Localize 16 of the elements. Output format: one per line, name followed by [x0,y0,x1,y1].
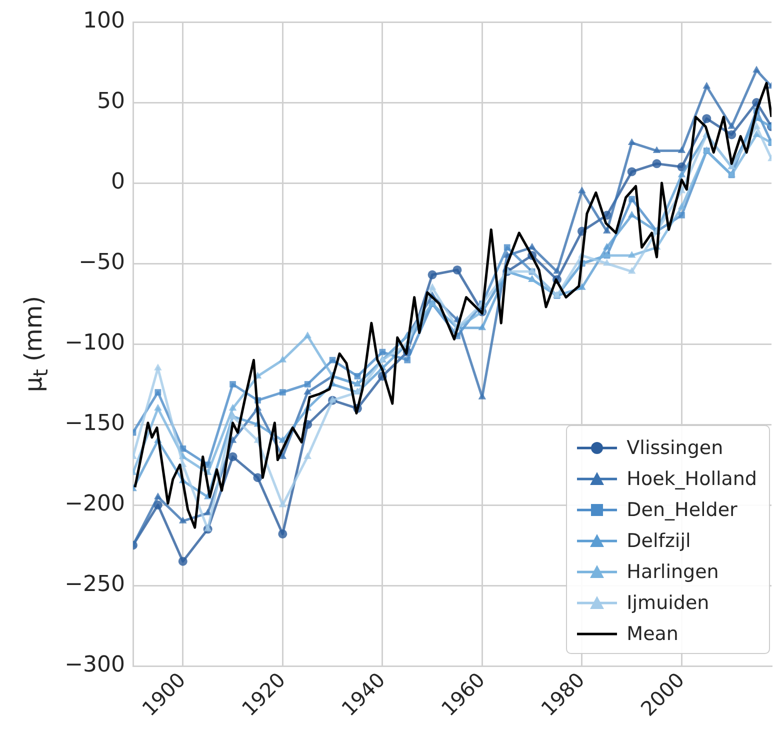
legend-label: Den_Helder [626,498,738,520]
y-tick-label: −150 [64,411,125,436]
y-tick-label: −100 [64,330,125,356]
legend-label: Hoek_Holland [626,468,757,490]
y-tick-label: −50 [78,250,125,276]
y-tick-label: 100 [83,8,125,34]
y-tick-label: 50 [97,89,125,114]
legend-label: Ijmuiden [626,592,710,614]
legend-label: Delfzijl [626,530,691,552]
y-tick-label: −200 [64,492,125,517]
legend-label: Mean [626,622,678,644]
legend-label: Harlingen [626,560,719,582]
y-tick-label: −300 [64,652,125,678]
y-tick-label: −250 [64,572,125,598]
legend-label: Vlissingen [626,436,724,458]
y-tick-label: 0 [111,170,125,195]
